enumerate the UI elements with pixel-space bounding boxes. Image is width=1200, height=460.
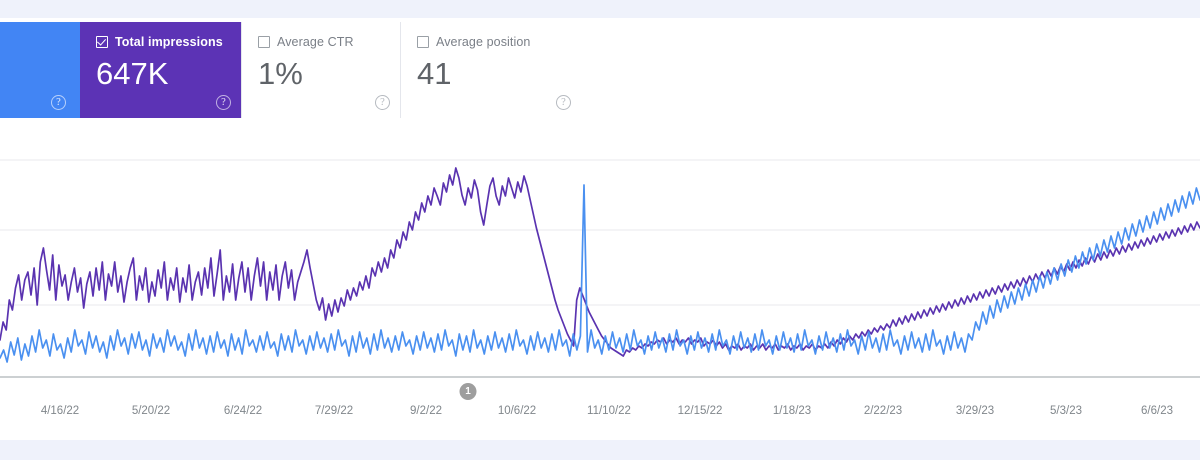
x-axis-tick-label: 1/18/23 bbox=[772, 405, 812, 417]
chart-plot-area[interactable] bbox=[0, 140, 1200, 380]
x-axis-tick-label: 2/22/23 bbox=[863, 405, 903, 417]
x-axis-tick-label: 4/16/22 bbox=[40, 405, 80, 417]
metric-value-average-position: 41 bbox=[417, 56, 452, 91]
metric-card-total-clicks[interactable]: ks ? bbox=[0, 22, 80, 118]
metric-card-header: Average position bbox=[417, 34, 565, 50]
help-icon[interactable]: ? bbox=[216, 95, 231, 110]
metric-card-header: Average CTR bbox=[258, 34, 384, 50]
x-axis-tick-label: 10/6/22 bbox=[497, 405, 537, 417]
x-axis-tick-label: 6/24/22 bbox=[223, 405, 263, 417]
metric-label-total-impressions: Total impressions bbox=[115, 35, 223, 49]
chart-line-impressions bbox=[0, 167, 1200, 357]
metric-card-average-position[interactable]: Average position 41 ? bbox=[400, 22, 581, 118]
metric-card-total-impressions[interactable]: Total impressions 647K ? bbox=[80, 22, 241, 118]
chart-annotation-marker[interactable]: 1 bbox=[459, 383, 477, 400]
metric-card-header: ks bbox=[0, 34, 64, 50]
metric-cards-strip: ks ? Total impressions 647K ? Average CT… bbox=[0, 22, 581, 118]
chart-x-axis: 4/16/22 5/20/22 6/24/22 7/29/22 9/2/22 10/6/2… bbox=[0, 380, 1200, 440]
help-icon[interactable]: ? bbox=[51, 95, 66, 110]
metric-value-average-ctr: 1% bbox=[258, 56, 303, 91]
metric-label-average-position: Average position bbox=[436, 35, 531, 49]
x-axis-tick-label: 7/29/22 bbox=[314, 405, 354, 417]
x-axis-tick-label: 9/2/22 bbox=[410, 405, 442, 417]
metric-label-average-ctr: Average CTR bbox=[277, 35, 354, 49]
x-axis-tick-label: 6/6/23 bbox=[1141, 405, 1173, 417]
page-background-band-bottom bbox=[0, 440, 1200, 460]
metric-value-total-impressions: 647K bbox=[96, 56, 169, 91]
metric-card-average-ctr[interactable]: Average CTR 1% ? bbox=[241, 22, 400, 118]
checkbox-unchecked-icon[interactable] bbox=[417, 36, 429, 48]
checkbox-unchecked-icon[interactable] bbox=[258, 36, 270, 48]
checkbox-checked-icon[interactable] bbox=[96, 36, 108, 48]
help-icon[interactable]: ? bbox=[375, 95, 390, 110]
x-axis-tick-label: 11/10/22 bbox=[587, 405, 631, 417]
performance-chart[interactable]: 4/16/22 5/20/22 6/24/22 7/29/22 9/2/22 10/6/2… bbox=[0, 140, 1200, 440]
x-axis-tick-label: 12/15/22 bbox=[677, 405, 723, 417]
x-axis-tick-label: 3/29/23 bbox=[955, 405, 995, 417]
metric-card-header: Total impressions bbox=[96, 34, 225, 50]
help-icon[interactable]: ? bbox=[556, 95, 571, 110]
x-axis-tick-label: 5/20/22 bbox=[131, 405, 171, 417]
x-axis-tick-label: 5/3/23 bbox=[1050, 405, 1082, 417]
page-background-band-top bbox=[0, 0, 1200, 18]
chart-line-clicks bbox=[0, 184, 1200, 363]
